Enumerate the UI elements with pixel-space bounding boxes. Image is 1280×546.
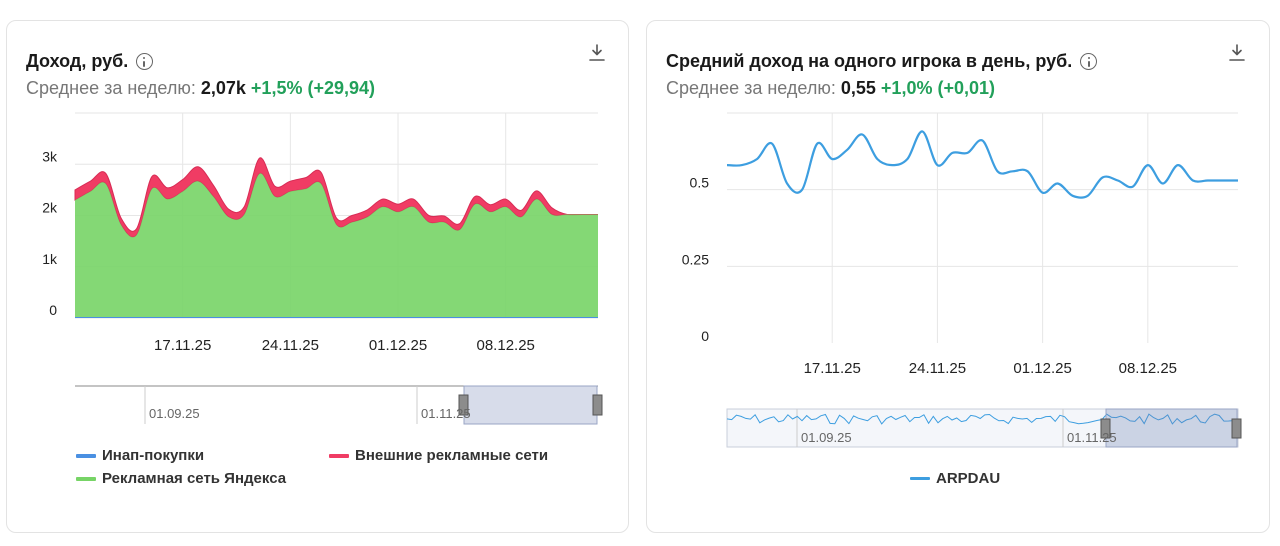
arpdau-title-text: Средний доход на одного игрока в день, р… [666,51,1073,71]
legend-label: Инап-покупки [102,447,205,464]
x-tick-label: 01.12.25 [1013,360,1071,377]
revenue-chart: 0 1k 2k 3k 17.11.25 24.11.25 01.12.25 08.12.25 0… [42,112,603,425]
y-tick-label: 0 [701,328,709,344]
x-tick-label: 17.11.25 [804,360,861,377]
avg-value: 2,07k [200,78,246,98]
legend-item-inapp[interactable]: Инап-покупки [76,447,204,464]
legend-item-yandex-network[interactable]: Рекламная сеть Яндекса [76,470,286,487]
avg-change: +1,5% (+29,94) [250,78,376,98]
navigator[interactable]: 01.09.25 01.11.25 [75,385,603,425]
legend-swatch [910,477,930,480]
navigator-label: 01.09.25 [149,406,200,421]
navigator-label: 01.11.25 [421,406,471,421]
avg-value: 0,55 [840,78,876,98]
navigator-handle-right [592,394,603,416]
navigator-handle-left [458,394,469,416]
y-tick-label: 3k [42,148,58,164]
navigator-label: 01.09.25 [801,430,852,445]
navigator-label: 01.11.25 [1067,430,1117,445]
navigator[interactable]: 01.09.25 01.11.25 [726,408,1242,448]
navigator-selection [463,385,598,425]
weekly-average: Среднее за неделю: 2,07k +1,5% (+29,94) [26,78,375,99]
y-tick-label: 2k [42,200,58,216]
area-inapp [75,317,598,318]
navigator-handle-left [1100,418,1111,439]
x-tick-label: 08.12.25 [477,337,535,354]
legend-swatch [329,453,349,458]
navigator-track [726,408,1239,448]
navigator-handle-right [1231,418,1242,439]
legend-swatch [76,453,96,458]
avg-label: Среднее за неделю: [666,78,836,98]
navigator-selection [1105,408,1238,448]
revenue-title-text: Доход, руб. [26,51,129,71]
download-icon[interactable] [1228,43,1246,63]
y-tick-label: 0.25 [682,251,709,267]
legend-item-external-networks[interactable]: Внешние рекламные сети [329,447,548,464]
x-tick-label: 08.12.25 [1119,360,1177,377]
legend-label: ARPDAU [936,470,1001,487]
x-tick-label: 24.11.25 [262,337,319,354]
legend-swatch [76,476,96,481]
y-tick-label: 0.5 [690,175,710,191]
legend-item-arpdau[interactable]: ARPDAU [910,470,1000,487]
avg-label: Среднее за неделю: [26,78,196,98]
line-arpdau [726,130,1238,199]
info-icon[interactable] [136,53,154,70]
info-icon[interactable] [1080,53,1098,70]
area-yandex-network [75,173,598,317]
x-tick-label: 17.11.25 [154,337,211,354]
arpdau-card: Средний доход на одного игрока в день, р… [646,20,1270,533]
x-tick-label: 24.11.25 [909,360,966,377]
legend-label: Рекламная сеть Яндекса [102,470,287,487]
weekly-average: Среднее за неделю: 0,55 +1,0% (+0,01) [666,78,995,99]
x-tick-label: 01.12.25 [369,337,427,354]
revenue-card-title: Доход, руб. [26,51,154,72]
y-tick-label: 1k [42,251,58,267]
y-tick-label: 0 [49,302,57,318]
arpdau-card-title: Средний доход на одного игрока в день, р… [666,51,1098,72]
download-icon[interactable] [588,43,606,63]
avg-change: +1,0% (+0,01) [880,78,995,98]
legend-label: Внешние рекламные сети [355,447,549,464]
navigator-line [726,413,1239,425]
revenue-card: Доход, руб. Среднее за неделю: 2,07k +1,… [6,20,629,533]
arpdau-chart: 0 0.25 0.5 17.11.25 24.11.25 01.12.25 08.12.25… [682,112,1242,448]
